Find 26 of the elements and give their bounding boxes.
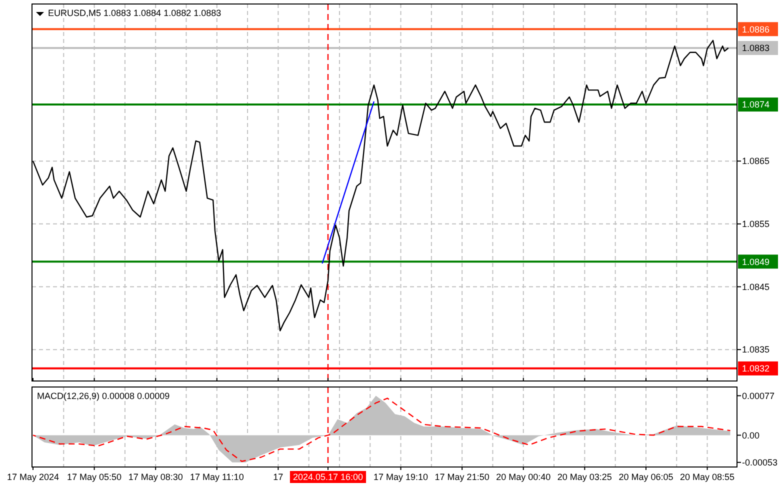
x-tick-label: 2024.05.17 16:00 xyxy=(292,472,364,482)
x-tick-label: 17 May 08:30 xyxy=(128,472,183,482)
x-tick-label: 20 May 06:05 xyxy=(618,472,674,482)
chart-title: MACD(12,26,9) 0.00008 0.00009 xyxy=(37,391,170,401)
x-tick-label: 17 May 11:10 xyxy=(190,472,244,482)
text: EURUSD,M5 1.0883 1.0884 1.0882 1.0883 xyxy=(48,8,222,18)
ref-line-label: 1.0874 xyxy=(742,100,770,110)
x-tick-label: 20 May 08:55 xyxy=(680,472,735,482)
ref-line-label: 1.0832 xyxy=(742,364,770,374)
ref-line-label: 1.0883 xyxy=(742,43,770,54)
y-tick-label: 1.0835 xyxy=(742,344,770,355)
ref-line-label: 1.0849 xyxy=(742,256,770,267)
x-tick-label: 17 May 2024 xyxy=(6,472,60,482)
x-tick-label: 20 May 03:25 xyxy=(557,472,612,482)
y-tick-label: 1.0865 xyxy=(742,156,770,166)
y-tick-label: 0.00 xyxy=(742,430,760,440)
x-tick-label: 20 May 00:40 xyxy=(496,472,551,482)
x-tick-label: 17 xyxy=(273,472,284,482)
y-tick-label: 1.0845 xyxy=(742,282,770,292)
y-tick-label: 0.00077 xyxy=(742,390,775,401)
y-tick-label: 1.0855 xyxy=(742,219,770,230)
x-tick-label: 17 May 05:50 xyxy=(67,472,122,482)
x-tick-label: 17 May 19:10 xyxy=(374,472,428,482)
x-tick-label: 17 May 21:50 xyxy=(434,472,490,482)
ref-line-label: 1.0886 xyxy=(742,24,770,34)
y-tick-label: -0.00053 xyxy=(742,458,778,468)
